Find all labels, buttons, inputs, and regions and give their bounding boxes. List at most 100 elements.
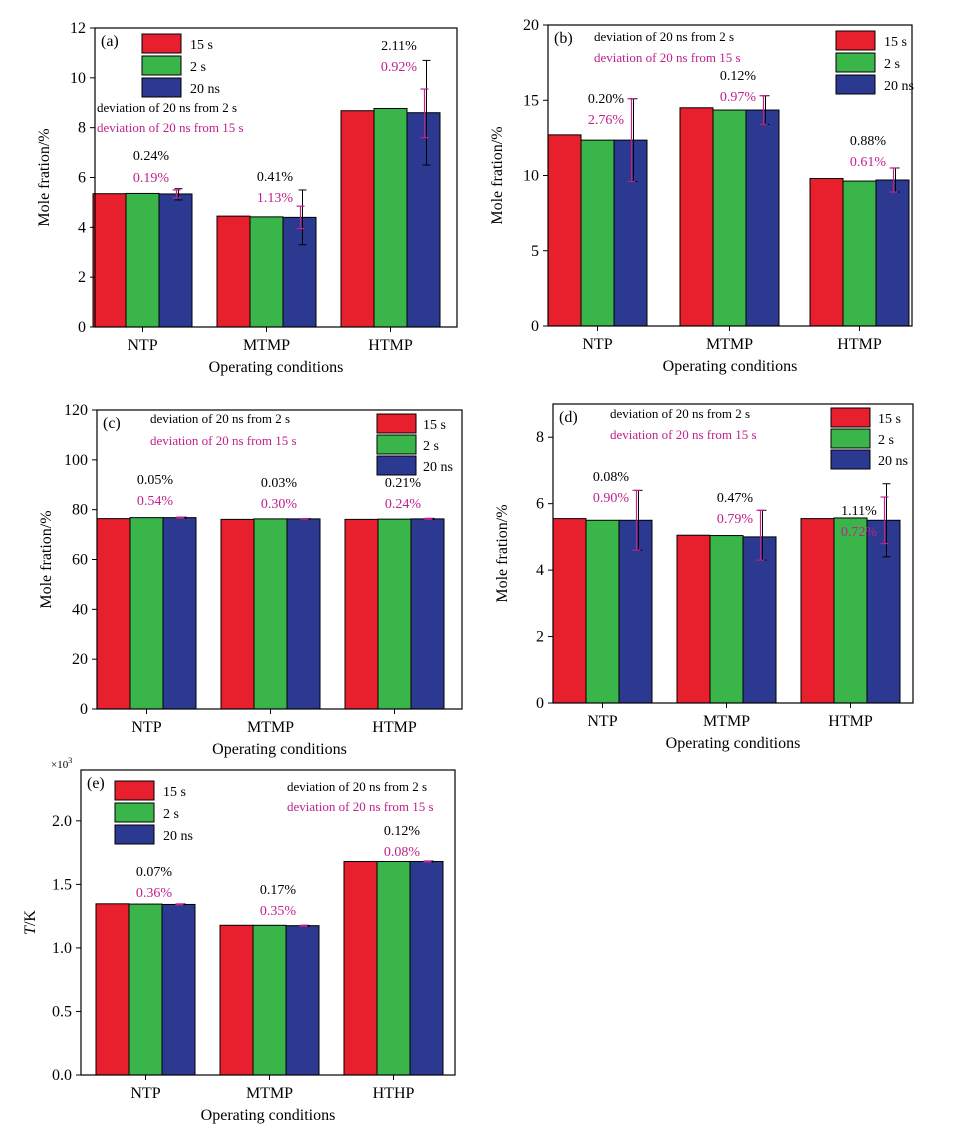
bar-15s-mtmp [676,534,711,704]
y-tick-label: 120 [64,402,88,419]
y-tick-label: 8 [78,120,86,137]
annotation-15s-ntp: 0.54% [137,494,174,509]
x-axis-label: Operating conditions [201,1107,336,1124]
annotation-2s-hthp: 0.12% [384,824,421,839]
bar-20ns-hthp [409,861,444,1076]
legend-swatch-2s [830,428,871,449]
legend-swatch-2s [141,55,182,76]
legend-swatch-15s [114,780,155,801]
bar-20ns-ntp [613,139,648,327]
y-tick-label: 0 [78,319,86,336]
bar-2s-mtmp [712,109,747,327]
x-tick-label-htmp: HTMP [368,337,413,354]
y-axis-label: Mole fration/% [38,510,55,608]
legend-label-15s: 15 s [884,35,907,50]
y-tick-label: 10 [70,70,86,87]
bar-15s-mtmp [220,518,255,710]
bar-15s-hthp [343,861,378,1076]
annotation-2s-htmp: 0.21% [385,476,422,491]
bar-20ns-htmp [406,112,441,328]
legend-label-15s: 15 s [163,785,186,800]
y-tick-label: 15 [523,92,539,109]
y-tick-label: 0 [536,695,544,712]
bar-2s-htmp [833,517,868,704]
bar-20ns-mtmp [282,216,317,328]
y-tick-label: 1.5 [52,876,72,893]
deviation-label-2s: deviation of 20 ns from 2 s [150,411,290,426]
bar-2s-htmp [842,180,877,327]
bar-15s-mtmp [219,924,254,1076]
y-tick-label: 6 [536,496,544,513]
x-axis-label: Operating conditions [666,735,801,752]
bar-20ns-htmp [866,519,901,704]
bar-2s-hthp [376,861,411,1076]
legend-label-20ns: 20 ns [878,454,908,469]
y-axis-label: Mole fration/% [489,126,506,224]
annotation-2s-htmp: 2.11% [381,39,417,54]
y-tick-label: 0 [531,318,539,335]
legend-label-20ns: 20 ns [423,460,453,475]
bar-15s-ntp [95,903,130,1076]
annotation-2s-ntp: 0.08% [593,470,630,485]
bar-20ns-mtmp [742,536,777,704]
bar-20ns-ntp [158,193,193,328]
bar-20ns-mtmp [285,925,320,1076]
legend-label-20ns: 20 ns [884,79,914,94]
annotation-2s-htmp: 0.88% [850,134,887,149]
deviation-label-2s: deviation of 20 ns from 2 s [97,100,237,115]
bar-15s-ntp [92,193,127,328]
legend-swatch-15s [376,413,417,434]
chart-panel-e: 0.0 0.5 1.0 1.5 2.0 NTP MTMP HTHP Operating cond… [22,756,456,1124]
annotation-2s-ntp: 0.24% [133,149,170,164]
bar-15s-htmp [344,518,379,710]
legend-label-2s: 2 s [423,439,439,454]
x-tick-label-htmp: HTMP [837,336,882,353]
annotation-15s-htmp: 0.24% [385,497,422,512]
legend-label-15s: 15 s [878,412,901,427]
y-tick-label: 0 [80,701,88,718]
x-axis-label: Operating conditions [663,358,798,375]
panel-label: (d) [559,409,578,426]
legend-label-2s: 2 s [190,60,206,75]
bar-15s-mtmp [679,107,714,327]
y-tick-label: 10 [523,168,539,185]
panel-label: (c) [103,415,121,432]
annotation-15s-mtmp: 0.30% [261,497,298,512]
annotation-15s-ntp: 2.76% [588,113,625,128]
y-tick-label: 100 [64,452,88,469]
legend-label-20ns: 20 ns [190,82,220,97]
annotation-15s-hthp: 0.08% [384,845,421,860]
x-tick-label-ntp: NTP [130,1085,160,1102]
annotation-2s-mtmp: 0.41% [257,170,294,185]
y-axis-label: T/K [22,910,39,935]
x-tick-label-mtmp: MTMP [247,719,294,736]
panel-label: (b) [554,30,573,47]
bar-20ns-ntp [618,519,653,704]
panel-label: (a) [101,33,119,50]
bar-20ns-ntp [161,903,196,1076]
bar-2s-ntp [128,903,163,1076]
y-axis-label-symbol: T [22,925,39,935]
annotation-2s-ntp: 0.05% [137,473,174,488]
annotation-15s-htmp: 0.92% [381,60,418,75]
x-tick-label-mtmp: MTMP [243,337,290,354]
annotation-15s-ntp: 0.19% [133,171,170,186]
legend-swatch-15s [835,30,876,51]
y-axis-label-unit: /K [22,910,39,926]
x-tick-label-ntp: NTP [127,337,157,354]
x-tick-label-ntp: NTP [582,336,612,353]
annotation-15s-ntp: 0.36% [136,886,173,901]
x-tick-label-hthp: HTHP [373,1085,415,1102]
y-tick-label: 60 [72,552,88,569]
bar-2s-htmp [373,107,408,328]
legend-label-15s: 15 s [423,418,446,433]
deviation-label-2s: deviation of 20 ns from 2 s [610,406,750,421]
chart-panel-a: 0 2 4 6 8 10 12 NTP MTMP HTMP Operating conditions… [36,20,458,376]
legend-swatch-20ns [835,74,876,95]
x-tick-label-htmp: HTMP [372,719,417,736]
legend-swatch-15s [830,407,871,428]
bar-20ns-htmp [410,518,445,710]
bar-2s-mtmp [252,924,287,1076]
bar-15s-ntp [547,134,582,327]
